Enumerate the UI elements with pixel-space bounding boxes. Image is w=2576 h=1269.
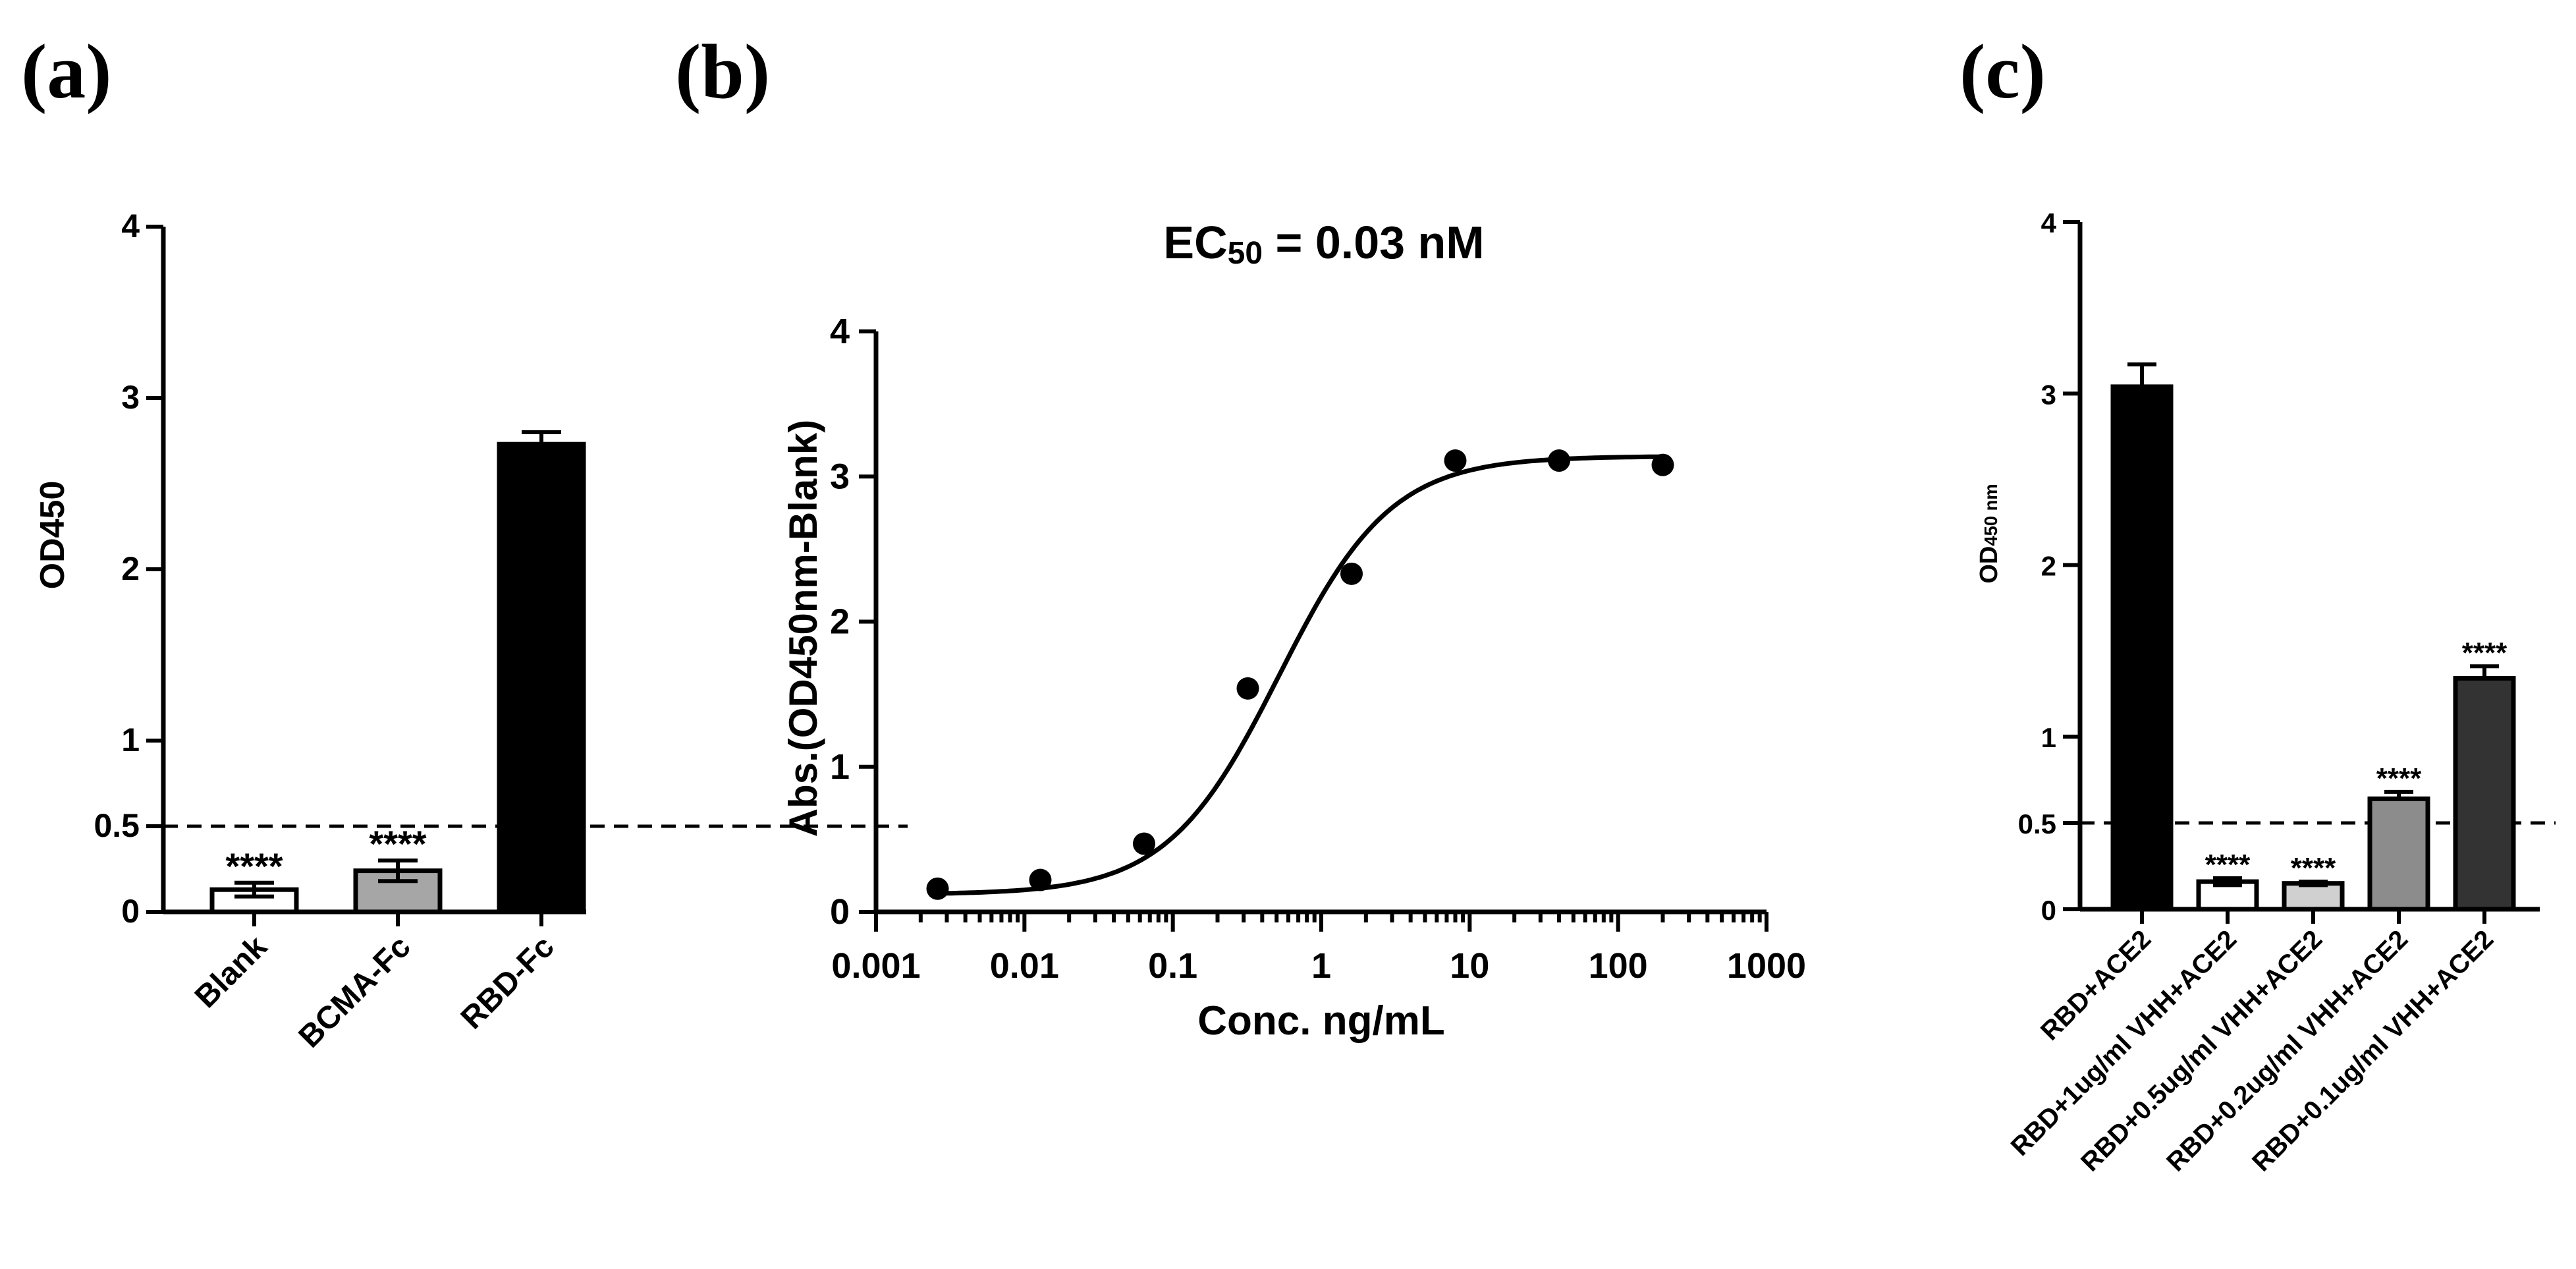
y-tick-label: 0 [830, 892, 850, 932]
panel-b-label: (b) [675, 28, 770, 115]
bar [2110, 384, 2174, 912]
data-point [1340, 562, 1363, 585]
y-tick-label: 4 [2041, 208, 2057, 239]
y-axis-title: Abs.(OD450nm-Blank) [781, 420, 825, 837]
y-tick-label: 3 [121, 379, 140, 416]
significance-label: **** [2462, 636, 2507, 669]
bar [497, 441, 586, 915]
y-tick-label: 0.5 [94, 807, 140, 844]
data-point [1236, 677, 1259, 700]
data-point [1029, 868, 1052, 891]
significance-label: **** [2291, 852, 2336, 884]
x-tick-label: 10 [1450, 946, 1489, 986]
bar [2367, 796, 2430, 912]
x-tick-label: 0.001 [831, 946, 920, 986]
y-tick-label: 0.5 [2018, 808, 2056, 839]
y-tick-label: 1 [2041, 722, 2056, 753]
category-label: Blank [188, 929, 274, 1015]
significance-label: **** [2205, 849, 2251, 881]
chart-title: EC50 = 0.03 nM [1163, 217, 1484, 271]
y-tick-label: 2 [2041, 551, 2056, 582]
data-point [1547, 449, 1570, 472]
data-point [926, 877, 949, 900]
data-point [1444, 449, 1467, 472]
y-axis-title: OD450 nm [1975, 484, 2003, 583]
x-axis-title: Conc. ng/mL [1197, 998, 1444, 1044]
panel-c-label: (c) [1959, 28, 2046, 115]
y-tick-label: 1 [121, 721, 140, 758]
chart-title-sub: 50 [1228, 236, 1263, 271]
y-axis-title: OD450 [34, 481, 72, 590]
x-tick-label: 1000 [1727, 946, 1806, 986]
y-tick-label: 4 [830, 312, 850, 351]
significance-label: **** [369, 823, 426, 864]
y-tick-label: 0 [2041, 895, 2056, 926]
data-point [1651, 453, 1674, 476]
panel-a-label: (a) [21, 28, 112, 115]
fit-curve [937, 454, 1663, 896]
category-label: RBD-Fc [454, 929, 561, 1036]
y-tick-label: 3 [2041, 379, 2056, 410]
x-tick-label: 1 [1311, 946, 1331, 986]
x-tick-label: 0.1 [1148, 946, 1197, 986]
chart-title-main: EC [1163, 217, 1227, 268]
x-tick-label: 100 [1589, 946, 1648, 986]
x-tick-label: 0.01 [990, 946, 1059, 986]
significance-label: **** [225, 845, 283, 887]
bar [2453, 675, 2516, 912]
y-tick-label: 2 [830, 602, 850, 642]
significance-label: **** [2376, 762, 2422, 795]
y-tick-label: 4 [121, 208, 140, 244]
y-axis-title-main: OD [1975, 546, 2003, 584]
data-point [1132, 832, 1155, 855]
y-tick-label: 3 [830, 457, 850, 496]
y-tick-label: 0 [121, 893, 140, 930]
y-tick-label: 2 [121, 550, 140, 587]
chart-title-rest: = 0.03 nM [1263, 217, 1485, 268]
y-tick-label: 1 [830, 747, 850, 787]
category-label: BCMA-Fc [292, 929, 418, 1054]
bar [2282, 881, 2345, 912]
y-axis-title-sub: 450 nm [1981, 484, 2001, 546]
panel-b-chart: (b) EC50 = 0.03 nM 0 1 2 3 4 0.001 0.01 0.1 1 10 10… [675, 28, 1806, 1044]
